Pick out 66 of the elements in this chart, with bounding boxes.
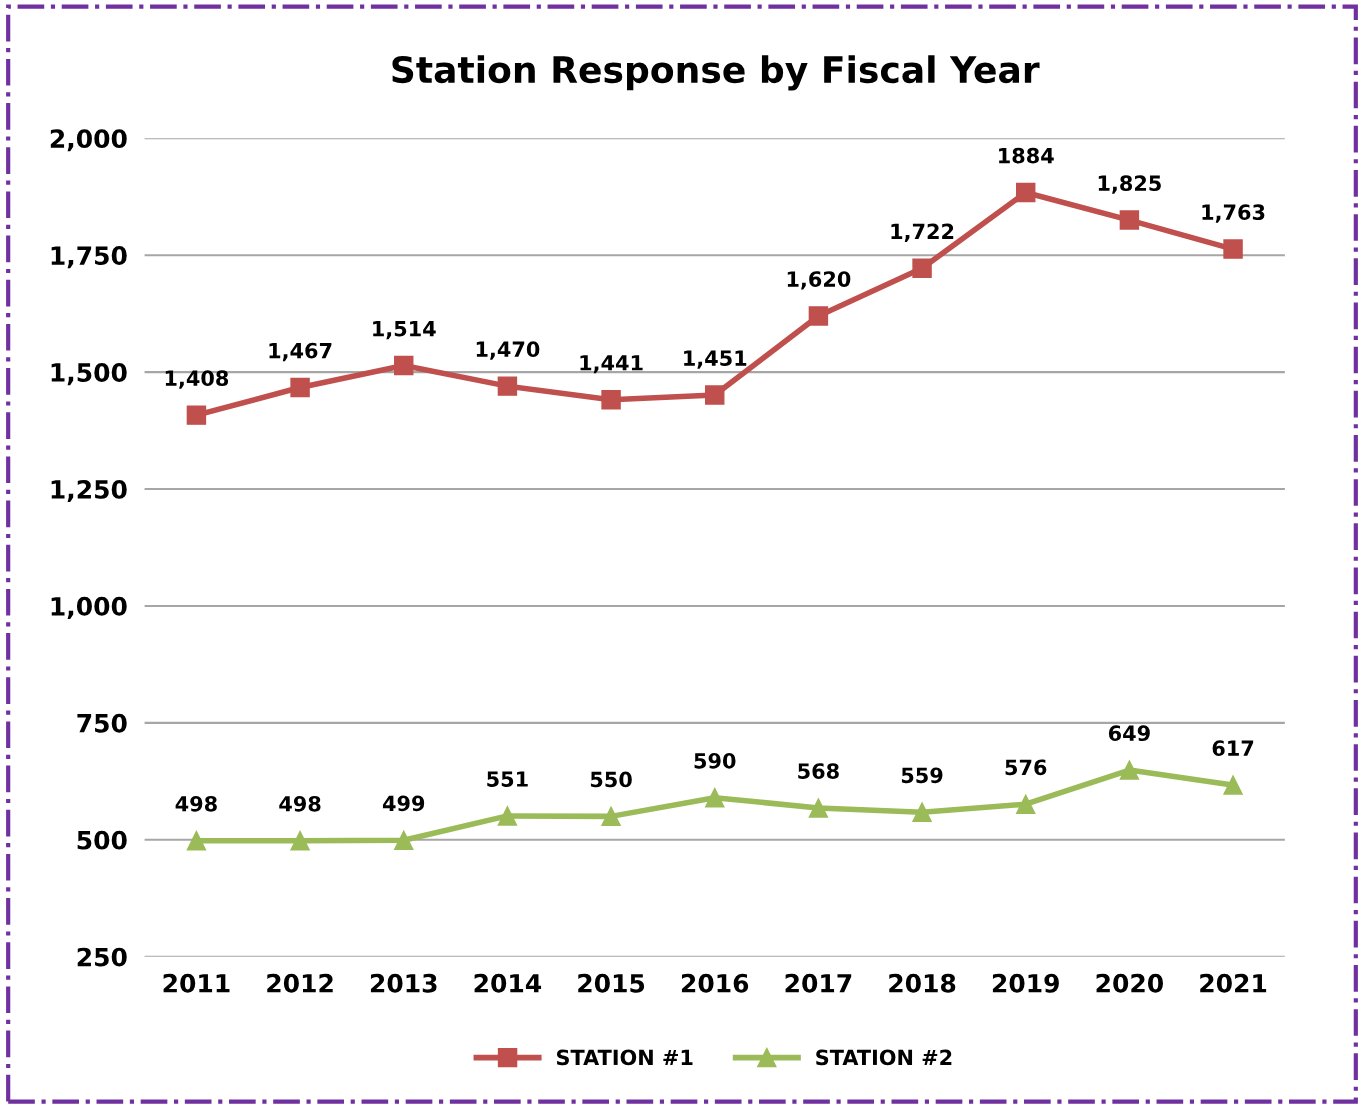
y-tick-label: 1,000	[51, 596, 127, 619]
point	[394, 355, 414, 376]
point	[1016, 794, 1036, 814]
data-label: 1,470	[476, 341, 540, 360]
point	[290, 377, 310, 398]
data-label: 1,722	[891, 223, 954, 242]
x-tick-label: 2013	[370, 973, 437, 993]
point	[290, 830, 310, 851]
point	[705, 385, 725, 405]
legend-label: STATION #1	[556, 1049, 693, 1066]
point	[186, 405, 207, 425]
data-label: 617	[1212, 740, 1254, 757]
point	[912, 802, 932, 822]
data-label: 1,451	[684, 350, 747, 369]
data-label: 499	[382, 795, 425, 812]
data-label: 1,441	[580, 355, 643, 374]
x-tick-label: 2015	[578, 973, 645, 993]
point	[497, 376, 518, 396]
data-label: 576	[1005, 759, 1047, 776]
point	[808, 306, 829, 326]
point	[601, 389, 621, 410]
y-tick-label: 750	[77, 713, 127, 733]
point	[1223, 775, 1243, 795]
data-label: 550	[590, 771, 632, 788]
data-label: 568	[798, 763, 839, 779]
data-label: 1,408	[165, 370, 229, 389]
point	[912, 258, 932, 278]
point	[1119, 210, 1140, 230]
data-label: 1,514	[373, 321, 436, 340]
data-label: 1,763	[1202, 204, 1265, 223]
data-label: 551	[487, 771, 528, 787]
point	[394, 830, 414, 850]
x-tick-label: 2014	[474, 973, 542, 993]
point	[1016, 182, 1036, 203]
point	[601, 806, 621, 827]
point	[1223, 239, 1243, 259]
x-tick-label: 2012	[267, 973, 333, 993]
y-tick-label: 1,250	[51, 479, 127, 503]
x-tick-label: 2018	[889, 973, 956, 993]
data-label: 1884	[999, 147, 1054, 164]
data-label: 590	[694, 752, 736, 769]
point	[497, 806, 518, 826]
y-tick-label: 1,750	[51, 246, 127, 269]
x-tick-label: 2020	[1096, 973, 1163, 993]
point	[186, 830, 207, 851]
point	[808, 798, 829, 818]
data-label: 1,467	[269, 342, 332, 362]
x-tick-label: 2019	[992, 973, 1059, 993]
data-label: 559	[901, 767, 943, 784]
y-tick-label: 500	[77, 830, 127, 850]
data-label: 1,620	[787, 271, 851, 290]
point	[705, 787, 725, 808]
legend-label: STATION #2	[816, 1049, 952, 1066]
x-tick-label: 2016	[681, 973, 749, 993]
y-tick-label: 250	[77, 947, 127, 967]
y-tick-label: 2,000	[50, 129, 127, 152]
data-label: 1,825	[1098, 175, 1161, 194]
y-tick-label: 1,500	[51, 363, 127, 386]
chart-title: Station Response by Fiscal Year	[392, 55, 1040, 91]
data-label: 498	[279, 795, 321, 812]
x-tick-label: 2011	[163, 973, 230, 993]
data-label: 649	[1108, 725, 1150, 742]
x-tick-label: 2021	[1200, 973, 1267, 993]
data-label: 498	[175, 795, 217, 812]
x-tick-label: 2017	[785, 973, 852, 993]
point	[1119, 760, 1140, 780]
